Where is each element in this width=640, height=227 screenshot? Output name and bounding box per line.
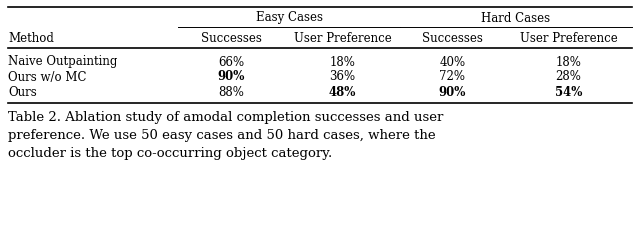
Text: 40%: 40% — [440, 55, 465, 69]
Text: 36%: 36% — [330, 71, 356, 84]
Text: Table 2. Ablation study of amodal completion successes and user: Table 2. Ablation study of amodal comple… — [8, 111, 444, 124]
Text: Method: Method — [8, 32, 54, 44]
Text: Easy Cases: Easy Cases — [255, 12, 323, 25]
Text: Ours: Ours — [8, 86, 36, 99]
Text: User Preference: User Preference — [294, 32, 392, 44]
Text: occluder is the top co-occurring object category.: occluder is the top co-occurring object … — [8, 148, 332, 160]
Text: 48%: 48% — [329, 86, 356, 99]
Text: Naive Outpainting: Naive Outpainting — [8, 55, 117, 69]
Text: 88%: 88% — [219, 86, 244, 99]
Text: Successes: Successes — [422, 32, 483, 44]
Text: 90%: 90% — [218, 71, 245, 84]
Text: 18%: 18% — [556, 55, 581, 69]
Text: Ours w/o MC: Ours w/o MC — [8, 71, 86, 84]
Text: 90%: 90% — [439, 86, 466, 99]
Text: 54%: 54% — [555, 86, 582, 99]
Text: 66%: 66% — [218, 55, 244, 69]
Text: 28%: 28% — [556, 71, 581, 84]
Text: Successes: Successes — [201, 32, 262, 44]
Text: preference. We use 50 easy cases and 50 hard cases, where the: preference. We use 50 easy cases and 50 … — [8, 129, 436, 143]
Text: 18%: 18% — [330, 55, 355, 69]
Text: Hard Cases: Hard Cases — [481, 12, 550, 25]
Text: 72%: 72% — [440, 71, 465, 84]
Text: User Preference: User Preference — [520, 32, 618, 44]
